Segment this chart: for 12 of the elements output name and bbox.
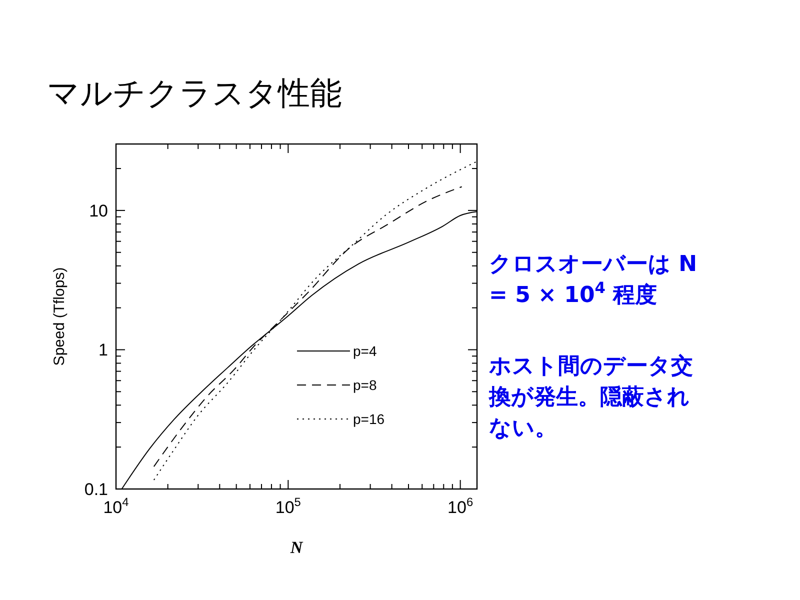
x-axis-title: N [289, 538, 304, 557]
x-tick-label: 10$^{5}$ [275, 495, 302, 517]
x-tick-label: 10$^{6}$ [448, 495, 474, 517]
legend-label: p=4 [353, 343, 377, 359]
chart-title: マルチクラスタ性能 [47, 74, 342, 112]
legend-label: p=16 [353, 411, 385, 427]
y-tick-label: 1 [98, 340, 108, 360]
text: クロスオーバーは N = 5 × 10$^{4}$ 程度 [489, 252, 698, 308]
y-axis-title: Speed (Tflops) [51, 267, 68, 366]
legend-label: p=8 [353, 377, 377, 393]
text: ホスト間のデータ交換が発生。隠蔽されない。 [488, 353, 693, 441]
y-tick-label: 10 [89, 201, 108, 220]
